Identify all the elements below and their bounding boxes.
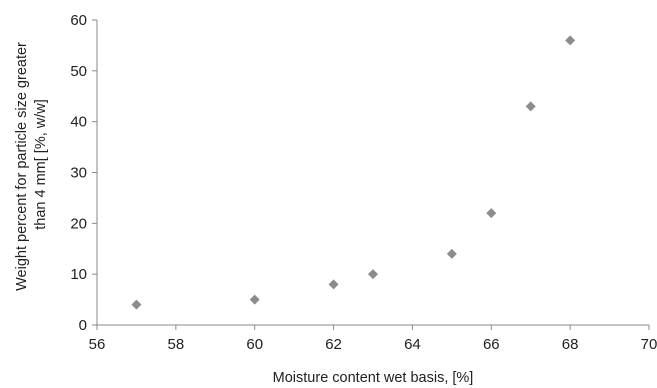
data-point <box>131 299 142 310</box>
data-point <box>328 279 339 290</box>
data-point <box>446 248 457 259</box>
y-axis-title-line-1: Weight percent for particle size greater <box>14 42 30 291</box>
x-tick-label: 56 <box>89 336 106 353</box>
y-tick-label: 40 <box>70 114 87 131</box>
data-point <box>565 35 576 46</box>
y-tick-label: 10 <box>70 266 87 283</box>
x-tick-label: 64 <box>404 336 421 353</box>
data-point <box>368 269 378 280</box>
y-tick-label: 20 <box>70 215 87 232</box>
x-tick-label: 58 <box>168 336 185 353</box>
data-points <box>131 35 576 310</box>
y-tick-label: 60 <box>70 12 87 29</box>
x-tick-label: 68 <box>562 336 579 353</box>
y-tick-label: 50 <box>70 63 87 80</box>
y-tick-label: 0 <box>79 317 87 334</box>
data-point <box>486 208 497 219</box>
y-axis-ticks: 0 10 20 30 40 50 60 <box>70 12 97 334</box>
x-axis-ticks: 56 58 60 62 64 66 68 70 <box>89 325 657 353</box>
x-tick-label: 62 <box>325 336 342 353</box>
data-point <box>525 101 536 112</box>
x-tick-label: 66 <box>483 336 500 353</box>
data-point <box>249 294 260 305</box>
y-axis-title: Weight percent for particle size greater… <box>14 38 49 291</box>
y-axis-title-line-2: than 4 mm[ [%, w/w] <box>33 99 49 230</box>
x-tick-label: 70 <box>641 336 657 353</box>
y-tick-label: 30 <box>70 165 87 182</box>
x-axis-title: Moisture content wet basis, [%] <box>273 370 474 386</box>
x-tick-label: 60 <box>246 336 263 353</box>
